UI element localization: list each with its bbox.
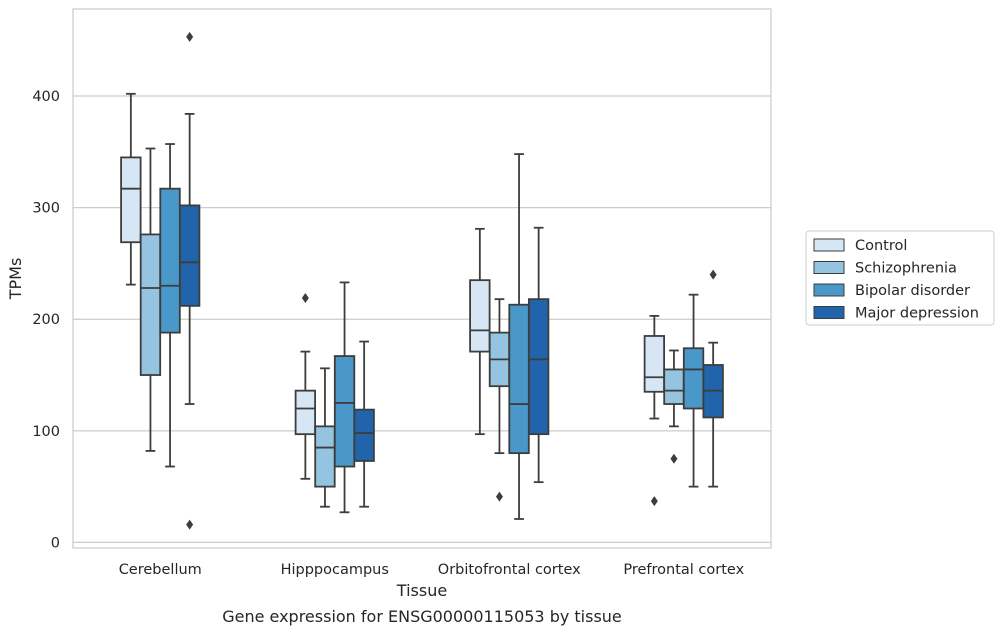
box-2-2: [508, 153, 530, 520]
legend-swatch: [813, 261, 845, 274]
x-tick-label: Hipppocampus: [281, 562, 389, 578]
box-3-1: [353, 340, 375, 508]
box-body: [682, 347, 705, 410]
x-tick-label: Orbitofrontal cortex: [438, 562, 581, 578]
plot-frame: [72, 8, 772, 549]
box-0-0: [120, 92, 142, 286]
legend-label: Bipolar disorder: [855, 283, 970, 299]
x-tick-label: Cerebellum: [119, 562, 202, 578]
box-body: [508, 303, 530, 455]
outlier-point: [495, 491, 503, 502]
box-1-2: [488, 298, 511, 502]
y-tick-label: 400: [32, 89, 60, 105]
box-body: [528, 298, 550, 436]
box-body: [353, 408, 375, 462]
legend-swatch: [813, 238, 845, 252]
y-tick-label: 100: [32, 424, 60, 440]
box-body: [178, 204, 201, 307]
legend-swatch: [813, 283, 845, 297]
box-3-0: [178, 31, 201, 530]
box-body: [333, 355, 356, 468]
box-1-0: [139, 147, 162, 452]
box-3-3: [702, 269, 724, 488]
y-tick-labels: 0 100 200 300 400: [32, 89, 60, 551]
box-body: [643, 335, 665, 393]
box-body: [120, 156, 142, 244]
outlier-point: [186, 31, 194, 42]
legend-label: Major depression: [855, 306, 979, 322]
legend-label: Schizophrenia: [855, 261, 957, 277]
outlier-point: [709, 269, 717, 280]
box-2-1: [333, 281, 356, 514]
x-tick-label: Prefrontal cortex: [623, 562, 744, 578]
chart-caption: Gene expression for ENSG00000115053 by t…: [222, 607, 622, 626]
box-0-2: [469, 227, 491, 436]
box-2-3: [682, 293, 705, 488]
box-body: [294, 389, 317, 436]
box-body: [469, 279, 491, 353]
outlier-point: [670, 453, 678, 464]
box-body: [314, 425, 336, 488]
y-tick-label: 200: [32, 312, 60, 328]
legend: Control Schizophrenia Bipolar disorder Majo…: [805, 230, 995, 326]
legend-label: Control: [855, 238, 907, 254]
y-tick-label: 0: [51, 535, 60, 551]
box-body: [139, 233, 162, 376]
box-body: [159, 187, 181, 334]
legend-frame: [805, 230, 995, 326]
legend-swatch: [813, 306, 845, 319]
box-1-1: [314, 367, 336, 508]
box-3-2: [528, 226, 550, 484]
x-axis-label: Tissue: [396, 581, 447, 600]
y-axis-label: TPMs: [6, 258, 25, 301]
box-1-3: [663, 349, 685, 464]
plot-boxes: [120, 31, 724, 530]
outlier-point: [301, 293, 309, 304]
box-2-0: [159, 143, 181, 468]
box-0-1: [294, 293, 317, 480]
box-0-3: [643, 314, 665, 507]
x-tick-labels: Cerebellum Hipppocampus Orbitofrontal cort…: [119, 562, 745, 578]
y-tick-label: 300: [32, 201, 60, 217]
box-body: [663, 368, 685, 405]
outlier-point: [186, 519, 194, 530]
outlier-point: [650, 496, 658, 507]
